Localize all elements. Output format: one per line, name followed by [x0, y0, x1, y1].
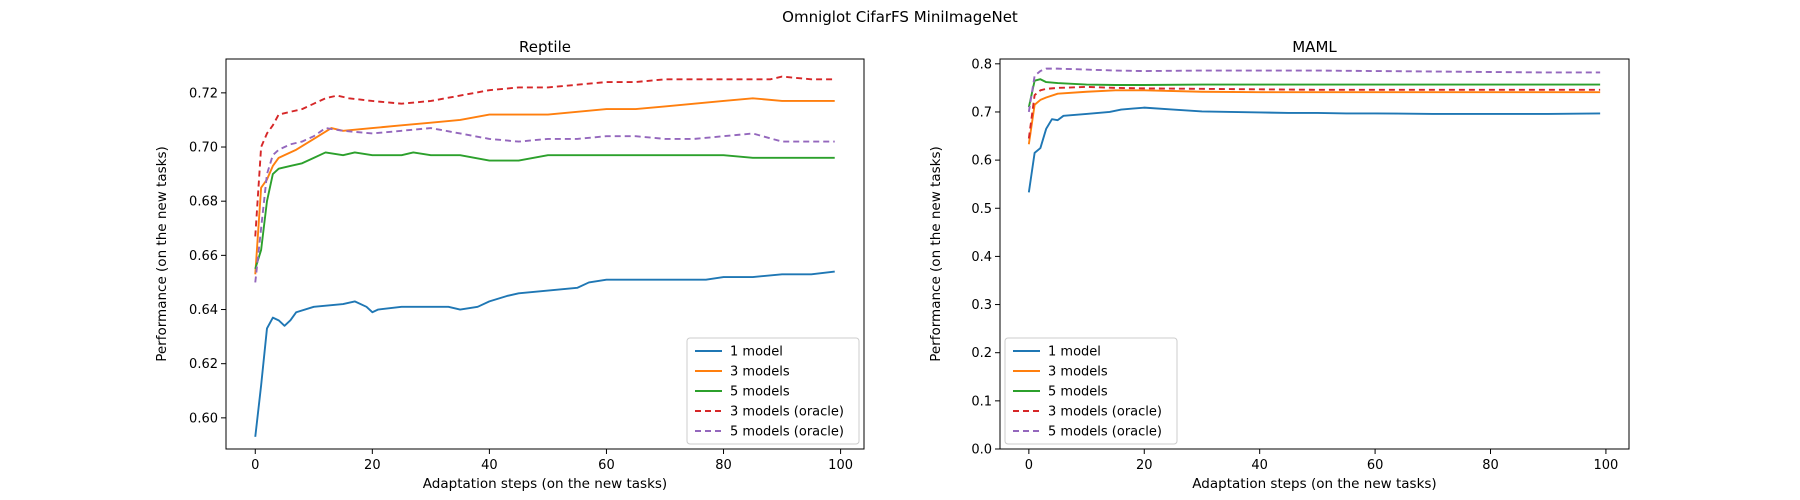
reptile-panel: 0 20 40 60 80 100 0.60 0.62 0.64 0.66 0.68 0.70 0.72…: [154, 38, 865, 492]
maml-y-tick-label-3: 0.3: [971, 298, 992, 313]
reptile-legend-label-3: 3 models (oracle): [730, 405, 844, 420]
maml-x-axis-label: Adaptation steps (on the new tasks): [1192, 476, 1436, 492]
maml-legend-label-1: 3 models: [1048, 365, 1108, 380]
figure-suptitle: Omniglot CifarFS MiniImageNet: [782, 8, 1018, 26]
reptile-x-axis-label: Adaptation steps (on the new tasks): [423, 476, 667, 492]
maml-x-tick-label-1: 20: [1136, 458, 1153, 473]
reptile-y-tick-label-2: 0.64: [189, 303, 218, 318]
reptile-series-line-2: [254, 151, 835, 270]
maml-legend: 1 model 3 models 5 models 3 models (oracle)…: [1004, 337, 1178, 445]
reptile-y-tick-label-6: 0.72: [189, 86, 218, 101]
maml-y-tick-label-7: 0.7: [971, 105, 992, 120]
reptile-series-line-1: [254, 97, 835, 275]
maml-y-tick-label-4: 0.4: [971, 250, 992, 265]
reptile-x-tick-label-4: 80: [715, 458, 732, 473]
maml-x-tick-label-2: 40: [1251, 458, 1268, 473]
reptile-series-line-0: [254, 270, 835, 437]
maml-x-tick-label-3: 60: [1367, 458, 1384, 473]
reptile-series-group: [254, 75, 835, 437]
reptile-title: Reptile: [519, 38, 571, 56]
reptile-legend: 1 model 3 models 5 models 3 models (oracle)…: [686, 337, 860, 445]
maml-legend-label-4: 5 models (oracle): [1048, 425, 1162, 440]
reptile-axes-frame: [225, 58, 865, 450]
reptile-legend-box: [686, 337, 860, 445]
maml-y-tick-label-2: 0.2: [971, 346, 992, 361]
maml-y-tick-label-1: 0.1: [971, 394, 992, 409]
maml-x-tick-label-4: 80: [1482, 458, 1499, 473]
maml-y-tick-label-5: 0.5: [971, 202, 992, 217]
reptile-x-tick-label-2: 40: [481, 458, 498, 473]
maml-legend-label-2: 5 models: [1048, 385, 1108, 400]
maml-legend-box: [1004, 337, 1178, 445]
reptile-legend-label-4: 5 models (oracle): [730, 425, 844, 440]
maml-series-line-0: [1027, 106, 1601, 193]
reptile-y-axis-label: Performance (on the new tasks): [154, 146, 170, 362]
reptile-legend-label-1: 3 models: [730, 365, 790, 380]
maml-series-line-2: [1027, 78, 1601, 108]
maml-legend-label-3: 3 models (oracle): [1048, 405, 1162, 420]
reptile-y-tick-label-4: 0.68: [189, 195, 218, 210]
maml-y-tick-label-8: 0.8: [971, 57, 992, 72]
reptile-x-tick-label-0: 0: [251, 458, 259, 473]
reptile-y-tick-label-3: 0.66: [189, 249, 218, 264]
maml-y-axis-label: Performance (on the new tasks): [928, 146, 944, 362]
reptile-x-tick-label-1: 20: [364, 458, 381, 473]
reptile-legend-label-0: 1 model: [730, 345, 783, 360]
reptile-x-tick-label-5: 100: [828, 458, 853, 473]
reptile-legend-label-2: 5 models: [730, 385, 790, 400]
maml-series-line-3: [1027, 85, 1601, 139]
maml-y-tick-label-0: 0.0: [971, 443, 992, 458]
reptile-x-tick-label-3: 60: [598, 458, 615, 473]
maml-panel: 0 20 40 60 80 100 0.0 0.1 0.2 0.3 0.4 0.5 0.6 0.7 0.8 M…: [928, 38, 1630, 492]
maml-series-line-4: [1027, 67, 1601, 113]
maml-x-tick-label-0: 0: [1025, 458, 1033, 473]
reptile-series-line-3: [254, 75, 835, 237]
reptile-y-tick-label-0: 0.60: [189, 411, 218, 426]
reptile-series-line-4: [254, 127, 835, 283]
maml-y-tick-label-6: 0.6: [971, 154, 992, 169]
maml-series-line-1: [1027, 89, 1601, 145]
reptile-y-tick-label-5: 0.70: [189, 141, 218, 156]
maml-title: MAML: [1292, 38, 1337, 56]
maml-series-group: [1027, 67, 1601, 193]
reptile-y-tick-label-1: 0.62: [189, 357, 218, 372]
maml-legend-label-0: 1 model: [1048, 345, 1101, 360]
maml-axes-frame: [999, 58, 1630, 450]
maml-x-tick-label-5: 100: [1594, 458, 1619, 473]
